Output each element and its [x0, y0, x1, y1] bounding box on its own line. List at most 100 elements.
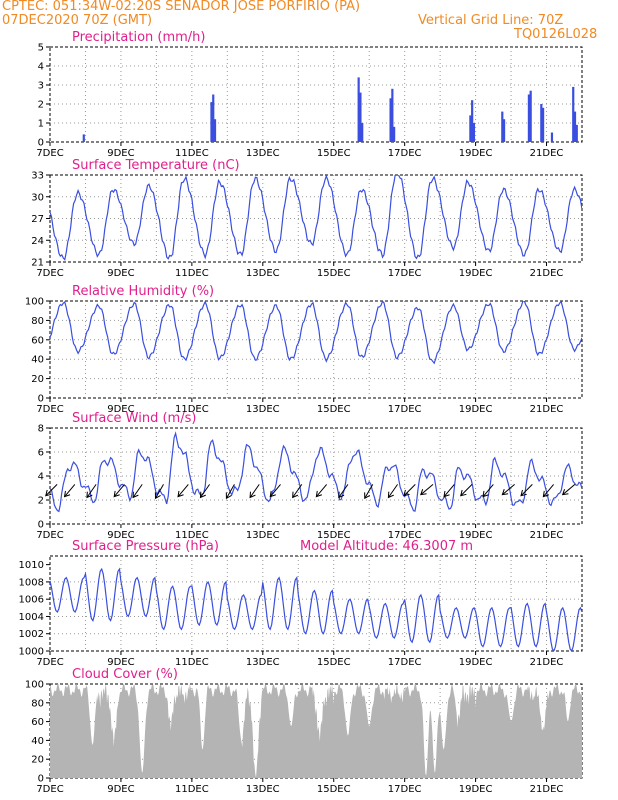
- y-tick-label: 100: [25, 297, 44, 308]
- y-tick-label: 0: [38, 138, 44, 149]
- y-tick-label: 21: [31, 258, 44, 269]
- panel-2: 21 24 27 30 33 7DEC 9DEC 11DEC 13DEC 15DEC 17DEC 19…: [31, 158, 583, 279]
- x-tick-label: 11DEC: [175, 148, 209, 159]
- wind-arrow-head: [177, 490, 184, 498]
- x-tick-label: 19DEC: [459, 530, 493, 541]
- wind-arrow: [460, 484, 473, 497]
- x-tick-label: 7DEC: [36, 530, 63, 541]
- wind-arrow: [338, 484, 349, 498]
- precip-bar: [210, 102, 213, 142]
- precip-bar: [469, 115, 472, 142]
- y-tick-label: 24: [31, 236, 44, 247]
- wind-arrow: [482, 484, 494, 497]
- x-tick-label: 15DEC: [317, 404, 351, 415]
- panel-title: Precipitation (mm/h): [72, 30, 205, 45]
- precip-bar: [212, 94, 215, 142]
- x-tick-label: 11DEC: [175, 404, 209, 415]
- wind-arrow-head: [292, 491, 299, 499]
- x-tick-label: 7DEC: [36, 784, 63, 795]
- x-tick-label: 13DEC: [246, 784, 280, 795]
- panel-frame: [49, 46, 583, 143]
- panel-title: Relative Humidity (%): [72, 284, 214, 299]
- precip-bar: [501, 111, 504, 142]
- x-tick-label: 7DEC: [36, 657, 63, 668]
- y-tick-label: 20: [31, 755, 44, 766]
- y-tick-label: 0: [38, 774, 44, 785]
- panel-title: Surface Wind (m/s): [72, 411, 196, 426]
- x-tick-label: 11DEC: [175, 657, 209, 668]
- wind-arrow: [269, 484, 281, 497]
- panel-6: 0 20 40 60 80 100 7DEC 9DEC 11DEC 13DEC 15DEC 17DEC…: [25, 667, 583, 795]
- precip-bar: [572, 86, 575, 142]
- precip-bar: [393, 126, 396, 142]
- wind-arrow-head: [520, 489, 527, 497]
- x-tick-label: 21DEC: [530, 268, 564, 279]
- x-tick-label: 21DEC: [530, 784, 564, 795]
- precip-bar: [472, 123, 476, 142]
- panel-1: 0 1 2 3 4 5 7DEC 9DEC 11DEC 13DEC 15DEC 17DEC 19DEC 2…: [36, 30, 583, 159]
- y-tick-label: 5: [38, 43, 44, 54]
- panel-3: 0 20 40 60 80 100 7DEC 9DEC 11DEC 13DEC 15DEC 17DEC…: [25, 284, 583, 415]
- x-tick-label: 15DEC: [317, 148, 351, 159]
- header-line1: CPTEC: 051:34W-02:20S SENADOR JOSE PORFI…: [2, 0, 361, 14]
- x-tick-label: 13DEC: [246, 530, 280, 541]
- x-tick-label: 19DEC: [459, 404, 493, 415]
- x-tick-label: 19DEC: [459, 657, 493, 668]
- y-tick-label: 20: [31, 374, 44, 385]
- x-tick-label: 13DEC: [246, 657, 280, 668]
- header-date: 07DEC2020 70Z (GMT): [2, 13, 153, 28]
- wind-arrow-head: [63, 490, 71, 498]
- x-tick-label: 13DEC: [246, 148, 280, 159]
- x-tick-label: 15DEC: [317, 784, 351, 795]
- header-vertical-grid-note: Vertical Grid Line: 70Z: [418, 13, 564, 28]
- y-tick-label: 80: [31, 316, 44, 327]
- x-tick-label: 15DEC: [317, 268, 351, 279]
- panel-title: Surface Pressure (hPa): [72, 539, 219, 554]
- y-tick-label: 1004: [19, 612, 44, 623]
- wind-arrow: [177, 484, 189, 497]
- y-tick-label: 3: [38, 81, 44, 92]
- y-tick-label: 0: [38, 394, 44, 405]
- wind-arrow-head: [482, 490, 489, 498]
- x-tick-label: 19DEC: [459, 148, 493, 159]
- wind-arrow: [249, 484, 260, 498]
- precip-bar: [573, 111, 577, 142]
- panel-title: Surface Temperature (nC): [72, 158, 240, 173]
- y-tick-label: 40: [31, 355, 44, 366]
- wind-arrow: [542, 484, 555, 497]
- wind-arrow: [387, 484, 398, 498]
- y-tick-label: 40: [31, 736, 44, 747]
- panel-frame: [49, 555, 583, 652]
- panel-frame: [49, 300, 583, 399]
- precip-bar: [389, 98, 392, 142]
- wind-arrow-head: [154, 492, 161, 500]
- wind-arrow-head: [364, 492, 371, 500]
- wind-arrow-head: [387, 491, 394, 499]
- wind-arrow: [562, 484, 576, 496]
- wind-arrow-head: [199, 491, 206, 499]
- wind-arrow: [520, 484, 533, 497]
- wind-arrow: [502, 484, 515, 496]
- y-tick-label: 4: [38, 472, 44, 483]
- wind-arrow: [86, 484, 97, 498]
- precip-bar: [357, 77, 360, 142]
- wind-arrow: [364, 484, 374, 499]
- precip-bar: [550, 132, 554, 142]
- precip-bar: [540, 104, 543, 142]
- wind-arrow-head: [249, 491, 256, 499]
- precip-bar: [541, 107, 545, 142]
- y-tick-label: 60: [31, 717, 44, 728]
- panel-title: Cloud Cover (%): [72, 667, 178, 682]
- x-tick-label: 7DEC: [36, 404, 63, 415]
- x-tick-label: 11DEC: [175, 530, 209, 541]
- precip-bar: [527, 94, 530, 142]
- precip-bar: [529, 90, 532, 142]
- x-tick-label: 19DEC: [459, 268, 493, 279]
- y-tick-label: 1: [38, 119, 44, 130]
- x-tick-label: 9DEC: [107, 404, 134, 415]
- x-tick-label: 21DEC: [530, 657, 564, 668]
- y-tick-label: 2: [38, 100, 44, 111]
- wind-arrow: [315, 484, 328, 497]
- x-tick-label: 13DEC: [246, 268, 280, 279]
